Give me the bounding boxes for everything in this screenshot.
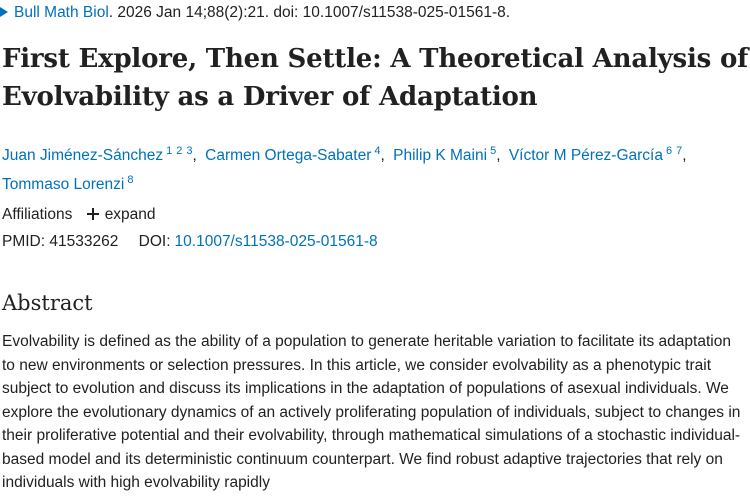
affiliations-row: Affiliations expand (2, 204, 156, 226)
citation-details: . 2026 Jan 14;88(2):21. doi: 10.1007/s11… (108, 4, 511, 21)
abstract-text: Evolvability is defined as the ability o… (2, 333, 741, 491)
author-link[interactable]: Philip K Maini (393, 147, 488, 164)
author-separator: , (496, 147, 501, 164)
pmid-value: 41533262 (49, 233, 119, 250)
author-link[interactable]: Tommaso Lorenzi (2, 176, 125, 193)
journal-link[interactable]: Bull Math Biol (0, 4, 109, 21)
affiliation-ref[interactable]: 3 (186, 145, 193, 157)
affiliation-ref[interactable]: 6 (666, 145, 673, 157)
expand-label: expand (104, 206, 156, 223)
triangle-right-icon (0, 7, 8, 17)
authors-list: Juan Jiménez-Sánchez 1 2 3, Carmen Ortega-S… (2, 139, 750, 197)
abstract-heading: Abstract (2, 291, 93, 315)
affiliation-ref[interactable]: 7 (676, 145, 683, 157)
expand-affiliations-button[interactable]: expand (86, 204, 156, 226)
pmid-label: PMID: (2, 233, 46, 250)
affiliation-ref[interactable]: 2 (176, 145, 183, 157)
author-separator: , (192, 147, 197, 164)
affiliation-ref[interactable]: 4 (374, 145, 381, 157)
plus-icon (86, 208, 99, 220)
author-link[interactable]: Juan Jiménez-Sánchez (2, 147, 164, 164)
author-link[interactable]: Víctor M Pérez-García (508, 147, 663, 164)
affiliation-ref[interactable]: 5 (490, 145, 497, 157)
journal-name: Bull Math Biol (14, 4, 109, 21)
citation-line: Bull Math Biol. 2026 Jan 14;88(2):21. do… (0, 2, 750, 24)
article-title: First Explore, Then Settle: A Theoretica… (2, 44, 749, 112)
doi-label: DOI: (138, 233, 171, 250)
identifiers-row: PMID: 41533262 DOI: 10.1007/s11538-025-01… (2, 231, 378, 253)
author-link[interactable]: Carmen Ortega-Sabater (205, 147, 372, 164)
doi-link[interactable]: 10.1007/s11538-025-01561-8 (174, 233, 378, 250)
affiliation-ref[interactable]: 8 (127, 174, 134, 186)
author-separator: , (682, 147, 687, 164)
affiliation-ref[interactable]: 1 (166, 145, 173, 157)
affiliations-label: Affiliations (2, 206, 73, 223)
author-separator: , (380, 147, 385, 164)
